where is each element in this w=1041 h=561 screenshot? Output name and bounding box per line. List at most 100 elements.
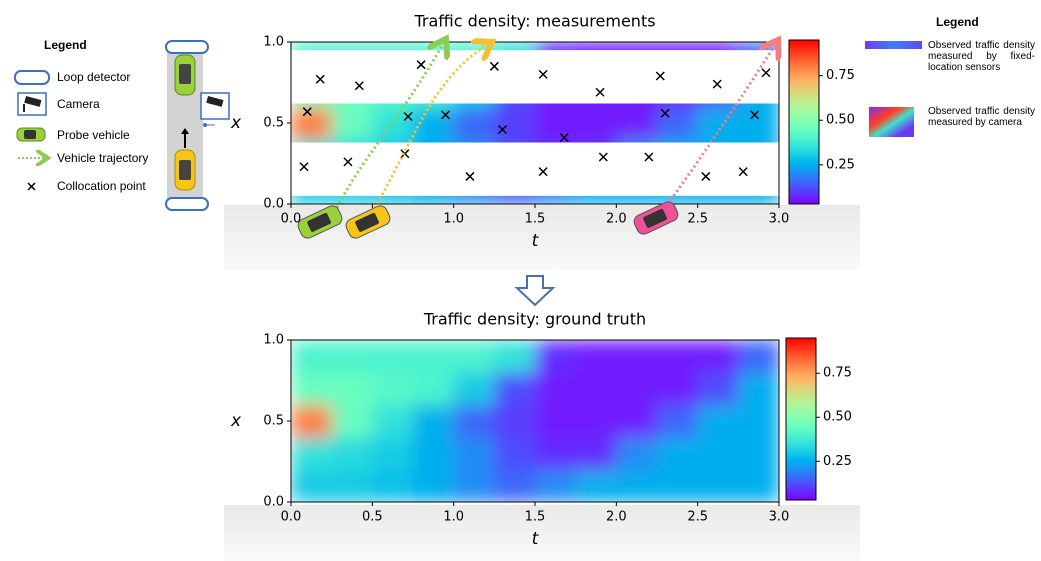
heatmap-cell [616,372,658,406]
colorbar-tick-label: 0.50 [826,113,855,128]
heatmap-cell [535,340,577,373]
x-tick-label: 2.5 [687,212,708,227]
heatmap-cell [372,340,414,373]
heatmap-cell [291,139,333,173]
heatmap-cell [413,139,455,173]
heatmap-cell [738,372,779,406]
heatmap-cell [494,42,536,75]
y-tick-label: 0.0 [263,197,284,212]
collocation-point [343,157,353,167]
heatmap-cell [738,139,779,173]
y-axis-label: x [230,113,242,133]
plot-area [291,340,779,502]
heatmap-cell [331,74,373,108]
legend-title: Legend [936,15,979,29]
collocation-point [598,152,608,162]
collocation-point [354,81,364,91]
colorbar-tick-label: 0.75 [823,366,852,381]
heatmap-cell [372,469,414,502]
heatmap-cell [291,404,333,438]
collocation-point [302,107,312,117]
x-tick-label: 0.5 [362,510,383,525]
sensor-swatch [865,41,922,49]
heatmap-cell [291,372,333,406]
heatmap-cell [657,340,699,373]
heatmap-cell [575,404,617,438]
trajectory [333,44,443,213]
heatmap-cell [535,42,577,75]
heatmap-cell [494,74,536,108]
heatmap-cell [291,469,333,502]
heatmap-cell [575,171,617,204]
loop-detector [165,40,209,54]
colorbar-tick-label: 0.25 [826,157,855,172]
heatmap-cell [413,404,455,438]
heatmap-cell [697,106,739,140]
collocation-point [660,108,670,118]
car [345,205,391,239]
heatmap-cells [291,340,779,502]
heatmap-cell [657,372,699,406]
observed-bands [291,42,779,204]
heatmap-cell [413,171,455,204]
y-axis-label: x [230,411,242,431]
road-car [174,54,196,96]
y-tick-label: 0.5 [263,116,284,131]
legend-item: Loop detector [57,70,131,84]
heatmap-cell [494,171,536,204]
heatmap-cell [535,106,577,140]
heatmap-cell [657,139,699,173]
heatmap-cell [575,437,617,471]
heatmap-cell [697,139,739,173]
colorbar [785,337,817,501]
heatmap-cell [291,171,333,204]
collocation-point [644,152,654,162]
collocation-point [538,167,548,177]
collocation-point [701,171,711,181]
heatmap-cell [494,139,536,173]
heatmap-cell [738,340,779,373]
heatmap-cell [697,74,739,108]
x-tick-label: 3.0 [769,212,790,227]
chart-title: Traffic density: measurements [413,12,655,31]
down-arrow [514,275,556,307]
heatmap-cell [494,404,536,438]
heatmap-cell [291,42,333,75]
heatmap-cell [616,404,658,438]
heatmap-cell [616,340,658,373]
road-arrowhead [181,128,189,134]
heatmap-cell [575,42,617,75]
x-tick-label: 0.0 [281,510,302,525]
plot-area [291,42,779,204]
heatmap-cell [697,171,739,204]
collocation-point [538,69,548,79]
colorbar [788,39,820,205]
heatmap-cell [413,42,455,75]
collocation-point [738,167,748,177]
heatmap-cell [453,42,495,75]
heatmap-cell [453,404,495,438]
heatmap-cell [738,171,779,204]
heatmap-cell [372,437,414,471]
car [633,201,679,235]
heatmap-cell [738,437,779,471]
collocation-point [712,79,722,89]
heatmap-cell [535,171,577,204]
heatmap-cell [372,404,414,438]
y-tick-label: 0.5 [263,414,284,429]
heatmap-cell [413,340,455,373]
heatmap-cell [697,372,739,406]
y-tick-label: 0.0 [263,495,284,510]
heatmap-cell [291,340,333,373]
heatmap-panel: Traffic density: ground truth t x 0.0 0.5 1.0… [230,310,852,550]
x-tick-label: 1.5 [525,510,546,525]
axis-shadow [224,505,860,561]
collocation-point [655,71,665,81]
heatmap-cell [535,74,577,108]
heatmap-cell [697,469,739,502]
x-tick-label: 1.5 [525,212,546,227]
camera-icon [17,92,47,116]
heatmap-cell [331,106,373,140]
heatmap-cell [697,340,739,373]
